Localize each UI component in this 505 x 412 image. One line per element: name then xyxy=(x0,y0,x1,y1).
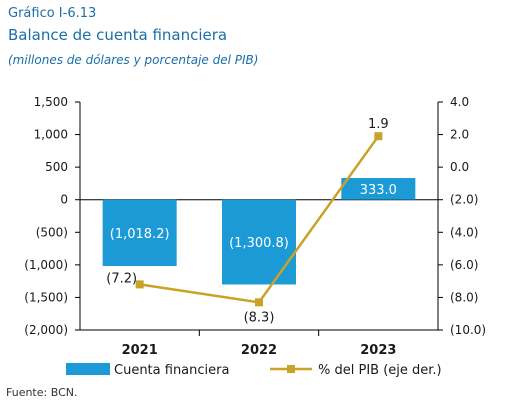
left-axis-tick-label: 500 xyxy=(45,160,68,174)
chart-subtitle: (millones de dólares y porcentaje del PI… xyxy=(8,53,259,67)
legend-swatch-marker xyxy=(287,365,295,373)
x-tick-label: 2021 xyxy=(122,343,158,358)
legend-label-line: % del PIB (eje der.) xyxy=(318,363,442,378)
figure-label: Gráfico I-6.13 xyxy=(8,6,97,21)
left-axis-tick-label: (2,000) xyxy=(24,323,68,337)
right-axis-tick-label: 4.0 xyxy=(450,95,469,109)
right-axis-tick-label: (6.0) xyxy=(450,258,478,272)
legend-label-bar: Cuenta financiera xyxy=(114,363,229,378)
right-axis-tick-label: 0.0 xyxy=(450,160,469,174)
bar-2022 xyxy=(222,199,296,285)
right-axis-tick-label: 2.0 xyxy=(450,128,469,142)
bar-2023 xyxy=(341,178,416,200)
left-axis-tick-label: (1,500) xyxy=(24,290,68,304)
source-note: Fuente: BCN. xyxy=(6,386,78,399)
line-marker-2022 xyxy=(255,298,263,307)
left-axis-tick-label: 1,000 xyxy=(34,128,68,142)
line-data-label: (7.2) xyxy=(106,271,137,286)
right-axis-tick-label: (4.0) xyxy=(450,225,478,239)
x-tick-label: 2023 xyxy=(360,343,396,358)
left-axis-tick-label: 0 xyxy=(60,193,68,207)
bar-data-label: (1,300.8) xyxy=(229,236,289,251)
right-axis-tick-label: (10.0) xyxy=(450,323,486,337)
line-data-label: (8.3) xyxy=(244,310,275,325)
bar-data-label: 333.0 xyxy=(360,183,397,198)
x-tick-label: 2022 xyxy=(241,343,277,358)
bar-2021 xyxy=(102,199,177,267)
left-axis-tick-label: (500) xyxy=(36,225,68,239)
bar-data-label: (1,018.2) xyxy=(110,227,170,242)
left-axis-tick-label: 1,500 xyxy=(34,95,68,109)
right-axis-tick-label: (2.0) xyxy=(450,193,478,207)
left-axis-tick-label: (1,000) xyxy=(24,258,68,272)
right-axis-tick-label: (8.0) xyxy=(450,290,478,304)
line-data-label: 1.9 xyxy=(368,117,389,132)
legend-swatch-bar xyxy=(66,363,110,375)
chart-title: Balance de cuenta financiera xyxy=(8,26,228,44)
line-marker-2023 xyxy=(374,132,383,141)
line-marker-2021 xyxy=(135,280,144,289)
